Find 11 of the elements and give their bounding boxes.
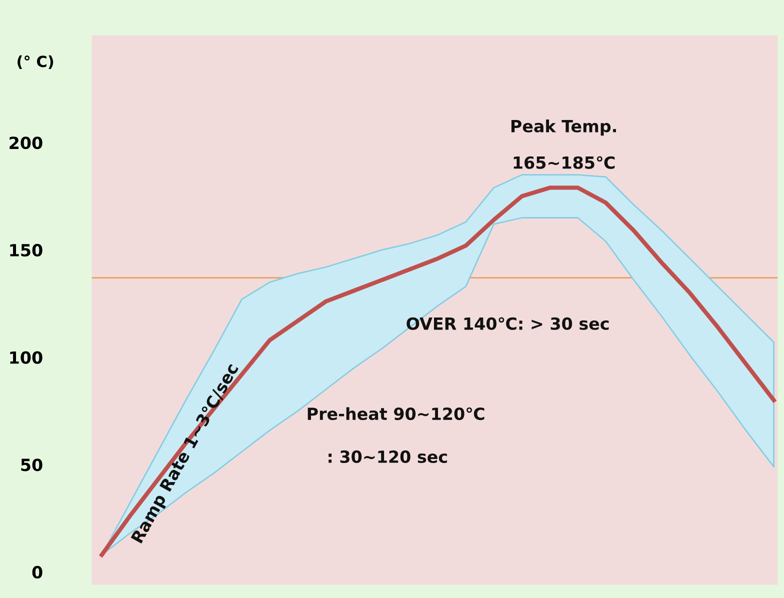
annotation: 165~185℃	[514, 156, 615, 169]
annotation: Pre-heat 90~120℃	[308, 407, 484, 420]
y-tick-label: 100	[10, 351, 42, 364]
annotation: OVER 140℃: > 30 sec	[406, 317, 609, 330]
y-tick-label: 0	[32, 566, 42, 579]
y-tick-label: 150	[10, 244, 42, 257]
annotation: : 30~120 sec	[328, 450, 447, 464]
y-axis-title: (° C)	[18, 55, 54, 69]
annotation: Peak Temp.	[511, 120, 616, 136]
y-tick-label: 50	[21, 458, 42, 472]
y-tick-label: 200	[10, 136, 42, 150]
